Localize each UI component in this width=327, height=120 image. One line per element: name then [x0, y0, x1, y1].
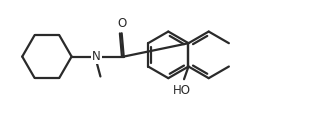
Text: O: O — [117, 17, 126, 30]
Text: N: N — [92, 50, 101, 63]
Text: HO: HO — [173, 84, 191, 97]
